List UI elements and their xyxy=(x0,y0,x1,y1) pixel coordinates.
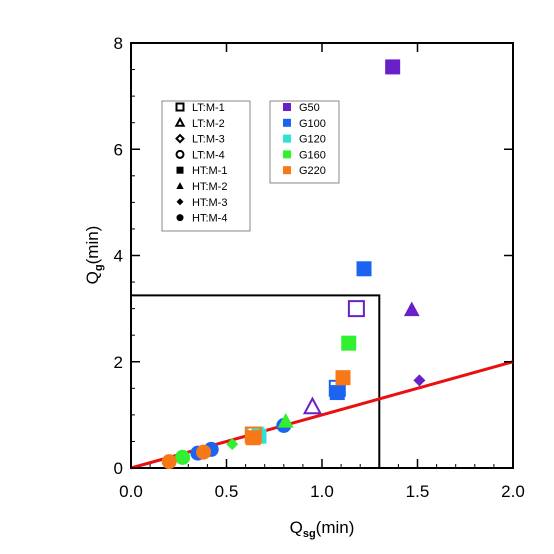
data-point-g220 xyxy=(161,454,177,470)
group-legend-item: G120 xyxy=(283,134,326,146)
marker-legend-item: LT:M-2 xyxy=(174,116,225,130)
legend-diamond-icon xyxy=(175,133,185,144)
data-point-g220 xyxy=(196,444,212,460)
marker-legend-item: HT:M-1 xyxy=(176,165,227,177)
data-point-g220 xyxy=(335,370,351,386)
x-axis-label: Qsg(min) xyxy=(290,518,355,540)
marker-legend-item: HT:M-2 xyxy=(176,181,227,193)
y-axis-label: Qg(min) xyxy=(83,226,105,285)
fit-line xyxy=(130,360,514,470)
marker-legend-label: HT:M-3 xyxy=(192,197,227,209)
legend-swatch xyxy=(283,166,291,175)
group-legend-item: G100 xyxy=(283,118,326,130)
group-legend-label: G120 xyxy=(299,134,326,146)
marker-legend-label: LT:M-4 xyxy=(192,149,225,161)
group-legend: G50 G100 G120 G160 G220 xyxy=(283,102,326,177)
marker-legend-item: LT:M-4 xyxy=(175,149,225,161)
marker-legend-item: HT:M-4 xyxy=(176,213,227,225)
marker-legend: LT:M-1 LT:M-2 LT:M-3 LT:M-4 HT:M-1 HT:M-2 HT:M… xyxy=(174,102,227,225)
y-tick-label: 6 xyxy=(114,140,123,159)
legend-triangle-icon xyxy=(176,182,184,189)
threshold-box xyxy=(131,294,381,468)
data-point-g160 xyxy=(226,438,239,451)
group-legend-label: G220 xyxy=(299,165,326,177)
data-point-g50 xyxy=(385,59,401,75)
marker-legend-item: LT:M-3 xyxy=(175,133,225,146)
legend-circle-icon xyxy=(175,149,185,159)
marker-legend-item: LT:M-1 xyxy=(175,102,225,114)
marker-legend-box xyxy=(161,100,251,232)
data-point-g50 xyxy=(413,374,426,387)
data-point-g100 xyxy=(329,385,345,401)
legend-swatch xyxy=(283,103,291,111)
legend-swatch xyxy=(283,134,291,143)
legend-square-icon xyxy=(175,102,185,112)
data-point-g50 xyxy=(403,301,420,317)
data-point-g50 xyxy=(302,396,322,415)
group-legend-box xyxy=(269,100,340,184)
y-tick-label: 0 xyxy=(114,459,123,478)
group-legend-label: G50 xyxy=(299,102,320,114)
marker-legend-label: LT:M-3 xyxy=(192,134,225,146)
group-legend-item: G160 xyxy=(283,149,326,161)
data-point-g100 xyxy=(356,261,372,277)
marker-legend-label: HT:M-4 xyxy=(192,213,227,225)
y-tick-label: 4 xyxy=(114,247,123,266)
marker-legend-label: LT:M-1 xyxy=(192,102,225,114)
x-tick-label: 1.0 xyxy=(310,482,334,501)
data-point-g160 xyxy=(341,335,357,351)
data-point-g220 xyxy=(245,430,261,446)
legend-circle-icon xyxy=(176,214,184,222)
group-legend-item: G220 xyxy=(283,165,326,177)
x-tick-label: 1.5 xyxy=(406,482,430,501)
data-points xyxy=(161,59,426,470)
legend-diamond-icon xyxy=(176,198,184,206)
marker-legend-item: HT:M-3 xyxy=(176,197,227,209)
data-point-g160 xyxy=(175,449,191,465)
marker-legend-label: HT:M-1 xyxy=(192,165,227,177)
group-legend-label: G100 xyxy=(299,118,326,130)
group-legend-label: G160 xyxy=(299,149,326,161)
marker-legend-label: HT:M-2 xyxy=(192,181,227,193)
x-tick-label: 2.0 xyxy=(501,482,525,501)
legend-triangle-icon xyxy=(174,116,186,127)
y-tick-label: 8 xyxy=(114,34,123,53)
marker-legend-label: LT:M-2 xyxy=(192,118,225,130)
legend-square-icon xyxy=(176,166,184,174)
legend-swatch xyxy=(283,150,291,159)
data-point-g50 xyxy=(347,300,365,318)
legend-swatch xyxy=(283,118,291,127)
x-tick-label: 0.5 xyxy=(215,482,239,501)
data-point-g160 xyxy=(277,413,294,428)
x-tick-label: 0.0 xyxy=(119,482,143,501)
group-legend-item: G50 xyxy=(283,102,320,114)
y-tick-label: 2 xyxy=(114,353,123,372)
